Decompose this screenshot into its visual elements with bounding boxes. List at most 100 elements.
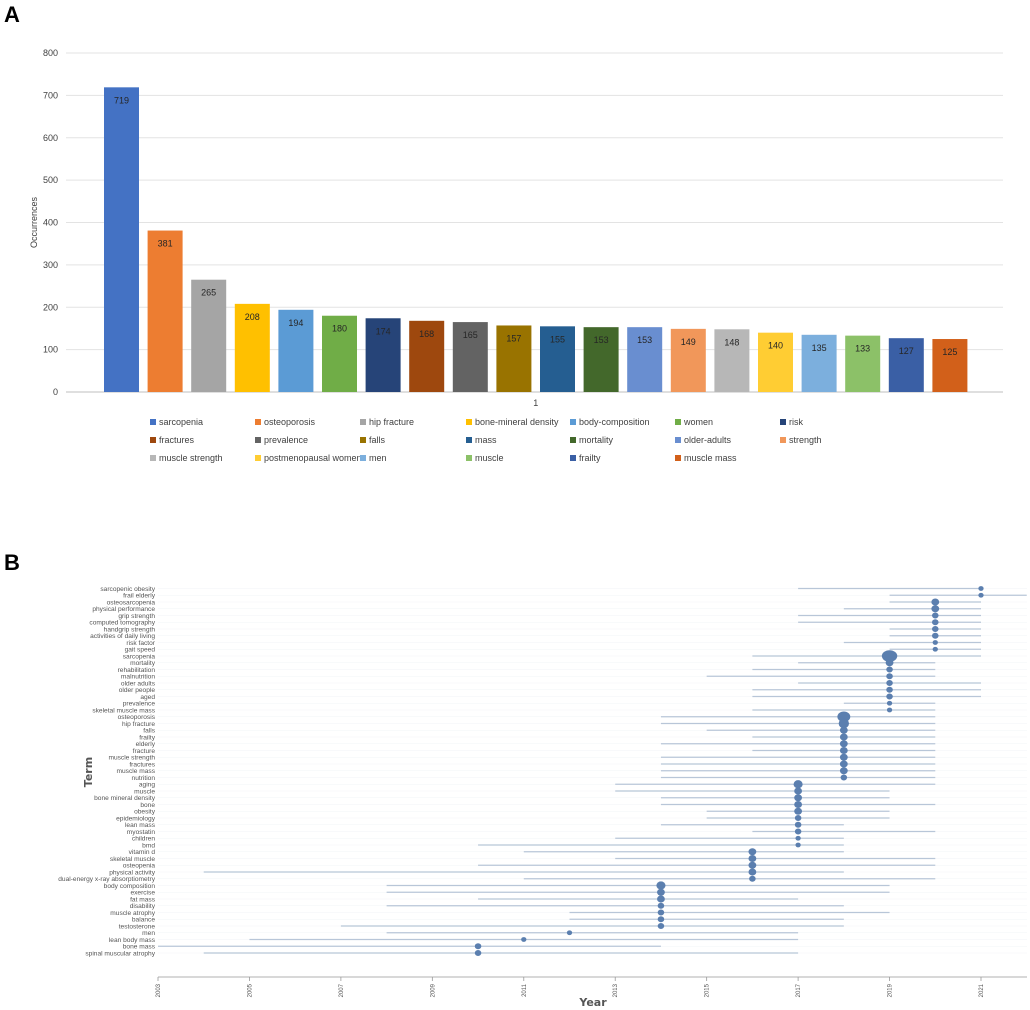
y-tick-label-a: 400: [43, 218, 58, 228]
x-tick-label-b: 2021: [979, 983, 985, 997]
bar-value-label: 165: [463, 330, 478, 340]
term-label-muscle-mass: muscle mass: [117, 768, 156, 775]
bar-fractures: [409, 320, 445, 392]
term-point-falls: [839, 726, 848, 734]
term-label-rehabilitation: rehabilitation: [118, 667, 156, 674]
bar-value-label: 125: [942, 347, 957, 357]
bar-value-label: 381: [158, 239, 173, 249]
y-tick-label-a: 0: [53, 387, 58, 397]
legend-label-men: men: [369, 453, 387, 463]
term-point-lean-mass: [794, 821, 802, 828]
term-label-handgrip-strength: handgrip strength: [104, 626, 156, 633]
term-label-sarcopenia: sarcopenia: [123, 653, 156, 660]
term-point-muscle-strength: [839, 753, 848, 761]
legend-label-frailty: frailty: [579, 453, 601, 463]
term-point-myostatin: [794, 828, 802, 835]
legend-swatch-women: [675, 419, 681, 425]
legend-label-body-composition: body-composition: [579, 417, 650, 427]
legend-label-muscle-mass: muscle mass: [684, 453, 737, 463]
term-label-nutrition: nutrition: [132, 775, 156, 782]
term-point-activities-of-daily-living: [932, 632, 939, 639]
bar-muscle-strength: [714, 329, 750, 392]
term-point-dual-energy-x-ray-absorptiometry: [749, 875, 756, 882]
term-label-fracture: fracture: [133, 748, 156, 755]
term-label-men: men: [142, 930, 155, 937]
term-point-older-people: [886, 686, 893, 693]
bar-value-label: 208: [245, 312, 260, 322]
term-point-muscle-atrophy: [657, 909, 665, 916]
term-point-muscle-mass: [839, 767, 848, 775]
term-label-body-composition: body composition: [104, 883, 156, 890]
term-point-fracture: [839, 746, 848, 755]
term-point-risk-factor: [932, 640, 938, 645]
term-label-bone: bone: [140, 802, 155, 809]
term-point-bone-mass: [474, 943, 482, 950]
bar-women: [322, 315, 357, 392]
legend-swatch-falls: [360, 437, 366, 443]
x-tick-label-b: 2019: [888, 983, 894, 997]
term-label-muscle: muscle: [134, 788, 155, 795]
legend-swatch-sarcopenia: [150, 419, 156, 425]
term-point-men: [566, 930, 573, 936]
legend-swatch-muscle-mass: [675, 455, 681, 461]
term-point-bone: [794, 800, 803, 809]
bar-value-label: 194: [288, 318, 303, 328]
term-point-handgrip-strength: [932, 626, 939, 632]
legend-label-women: women: [683, 417, 713, 427]
term-label-epidemiology: epidemiology: [116, 815, 156, 822]
y-tick-label-a: 300: [43, 260, 58, 270]
term-label-myostatin: myostatin: [127, 829, 156, 836]
term-label-frailty: frailty: [139, 734, 155, 741]
term-label-risk-factor: risk factor: [126, 640, 155, 647]
term-point-bmd: [795, 842, 801, 848]
bar-sarcopenia: [104, 87, 139, 392]
y-axis-title-b: Term: [82, 757, 95, 787]
bar-frailty: [888, 338, 924, 392]
legend-swatch-muscle: [466, 455, 472, 461]
term-point-aged: [886, 693, 893, 700]
term-label-mortality: mortality: [130, 660, 156, 667]
legend-label-hip-fracture: hip fracture: [369, 417, 414, 427]
legend-swatch-mass: [466, 437, 472, 443]
term-label-spinal-muscular-atrophy: spinal muscular atrophy: [85, 950, 155, 957]
term-label-osteosarcopenia: osteosarcopenia: [107, 599, 156, 606]
term-point-frailty: [839, 733, 848, 741]
legend-swatch-strength: [780, 437, 786, 443]
y-tick-label-a: 600: [43, 133, 58, 143]
bar-value-label: 135: [812, 343, 827, 353]
x-tick-label-b: 2017: [796, 983, 802, 997]
legend-swatch-muscle-strength: [150, 455, 156, 461]
y-tick-label-a: 800: [43, 48, 58, 58]
bar-postmenopausal-women: [758, 332, 793, 392]
term-point-frail-elderly: [978, 592, 984, 598]
term-label-malnutrition: malnutrition: [121, 674, 155, 681]
bar-strength: [670, 328, 706, 392]
term-label-grip-strength: grip strength: [118, 613, 155, 620]
term-label-frail-elderly: frail elderly: [123, 593, 156, 600]
term-label-children: children: [132, 836, 155, 843]
term-label-lean-mass: lean mass: [125, 822, 156, 829]
bar-risk: [365, 318, 401, 392]
term-label-physical-activity: physical activity: [109, 869, 156, 876]
bar-value-label: 153: [594, 335, 609, 345]
term-point-bone-mineral-density: [794, 794, 803, 802]
term-point-gait-speed: [932, 646, 938, 652]
term-label-balance: balance: [132, 917, 155, 924]
legend-swatch-risk: [780, 419, 786, 425]
term-point-disability: [657, 902, 665, 909]
legend-swatch-older-adults: [675, 437, 681, 443]
term-label-aging: aging: [139, 782, 155, 789]
term-point-hip-fracture: [838, 718, 850, 729]
y-tick-label-a: 500: [43, 175, 58, 185]
x-tick-label-b: 2003: [156, 983, 162, 997]
bar-muscle: [845, 335, 881, 392]
term-point-physical-activity: [748, 868, 757, 876]
x-tick-label-b: 2009: [430, 983, 436, 997]
legend-label-osteoporosis: osteoporosis: [264, 417, 316, 427]
term-label-gait-speed: gait speed: [125, 647, 156, 654]
bar-value-label: 153: [637, 335, 652, 345]
legend-swatch-osteoporosis: [255, 419, 261, 425]
term-label-osteopenia: osteopenia: [123, 863, 156, 870]
term-label-osteoporosis: osteoporosis: [118, 714, 156, 721]
